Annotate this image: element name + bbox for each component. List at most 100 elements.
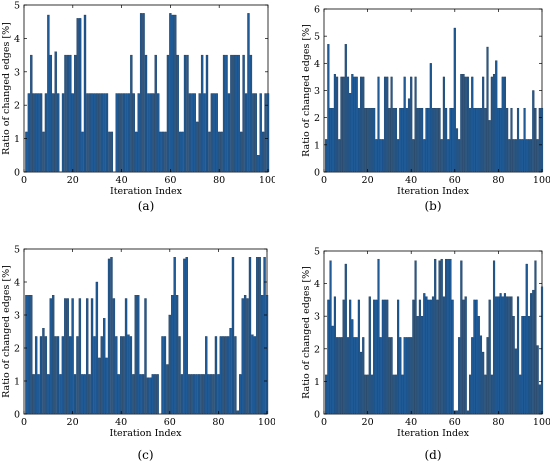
bar: [149, 377, 152, 415]
bar: [499, 107, 502, 173]
y-tick-label: 1: [314, 377, 320, 388]
bar: [458, 139, 461, 173]
bar: [362, 76, 365, 173]
bar: [129, 336, 133, 415]
bar: [235, 54, 238, 173]
bar: [180, 374, 184, 415]
bar: [163, 336, 167, 415]
bar: [421, 316, 424, 415]
bar: [107, 258, 111, 415]
bar: [508, 296, 511, 415]
bar: [132, 93, 135, 173]
bar: [386, 299, 389, 415]
bar: [451, 107, 454, 173]
bar: [338, 139, 341, 173]
bar: [519, 374, 522, 415]
x-tick-label: 20: [362, 417, 374, 428]
bar: [506, 107, 509, 173]
bar: [488, 299, 491, 415]
y-tick-label: 0: [14, 410, 20, 421]
y-tick-label: 5: [314, 32, 320, 43]
bar: [205, 54, 209, 173]
bar: [418, 299, 421, 415]
bar: [54, 51, 57, 173]
bar: [100, 93, 104, 173]
bar: [42, 131, 45, 173]
x-tick-label: 0: [21, 175, 27, 186]
bar: [383, 76, 387, 173]
x-tick-label: 100: [533, 175, 550, 186]
bar: [340, 76, 343, 173]
bar: [407, 337, 411, 415]
bar: [455, 410, 459, 415]
bar: [416, 316, 419, 415]
bar: [156, 374, 159, 415]
bar: [193, 93, 196, 173]
bar: [479, 107, 483, 173]
y-tick-label: 2: [314, 344, 320, 355]
bar: [86, 298, 89, 415]
bar: [327, 299, 330, 415]
bar: [135, 131, 138, 173]
bar: [495, 296, 498, 415]
bar: [134, 295, 137, 415]
bar: [142, 13, 145, 173]
bar: [27, 295, 31, 415]
bar: [336, 76, 339, 173]
bar: [412, 299, 415, 415]
y-tick-label: 1: [14, 377, 20, 388]
bar: [192, 374, 196, 415]
y-tick-label: 4: [14, 278, 20, 289]
bar: [506, 296, 509, 415]
bar: [203, 93, 206, 173]
bar: [519, 139, 522, 173]
y-axis-label: Ratio of changed edges [%]: [301, 266, 312, 399]
bar: [359, 76, 363, 173]
bar: [486, 337, 489, 415]
bar: [460, 260, 463, 415]
bar: [425, 296, 428, 415]
y-tick-label: 2: [14, 344, 20, 355]
bar: [95, 281, 99, 415]
bar: [117, 374, 120, 415]
bar: [215, 93, 218, 173]
bar: [466, 410, 469, 415]
bar: [73, 374, 77, 415]
bar: [185, 257, 188, 415]
bar: [117, 93, 121, 173]
x-axis-label: Iteration Index: [397, 428, 470, 439]
bar: [431, 107, 435, 173]
bar: [112, 298, 116, 415]
x-tick-label: 40: [405, 417, 417, 428]
bar: [370, 374, 374, 415]
bar: [386, 76, 389, 173]
y-tick-label: 4: [314, 279, 320, 290]
bar: [355, 337, 358, 415]
bar: [34, 336, 38, 415]
bar: [239, 374, 242, 415]
bar: [78, 18, 82, 173]
bar: [440, 258, 443, 415]
x-tick-label: 80: [492, 417, 504, 428]
bar: [219, 336, 222, 415]
bar: [248, 257, 252, 415]
x-tick-label: 0: [321, 175, 327, 186]
bar: [164, 131, 167, 173]
bar: [241, 298, 244, 415]
chart-panel-d: 0 1 2 3 4 5 0 20 40 60 80 100 Iteration Index Ratio o…: [275, 234, 550, 467]
bar: [265, 295, 269, 415]
bar: [516, 296, 520, 415]
bar: [538, 384, 541, 415]
bar: [438, 260, 441, 415]
bar: [458, 337, 461, 415]
bar: [214, 336, 218, 415]
bar: [357, 299, 360, 415]
bar: [388, 337, 391, 415]
bar: [445, 258, 448, 415]
bar: [447, 139, 450, 173]
panel-label: (a): [138, 199, 155, 213]
bar: [137, 295, 140, 415]
bar: [429, 299, 432, 415]
bar: [39, 93, 43, 173]
bar-chart-c: 0 1 2 3 4 5 0 20 40 60 80 100 Iteration Index Ratio o…: [1, 245, 276, 463]
